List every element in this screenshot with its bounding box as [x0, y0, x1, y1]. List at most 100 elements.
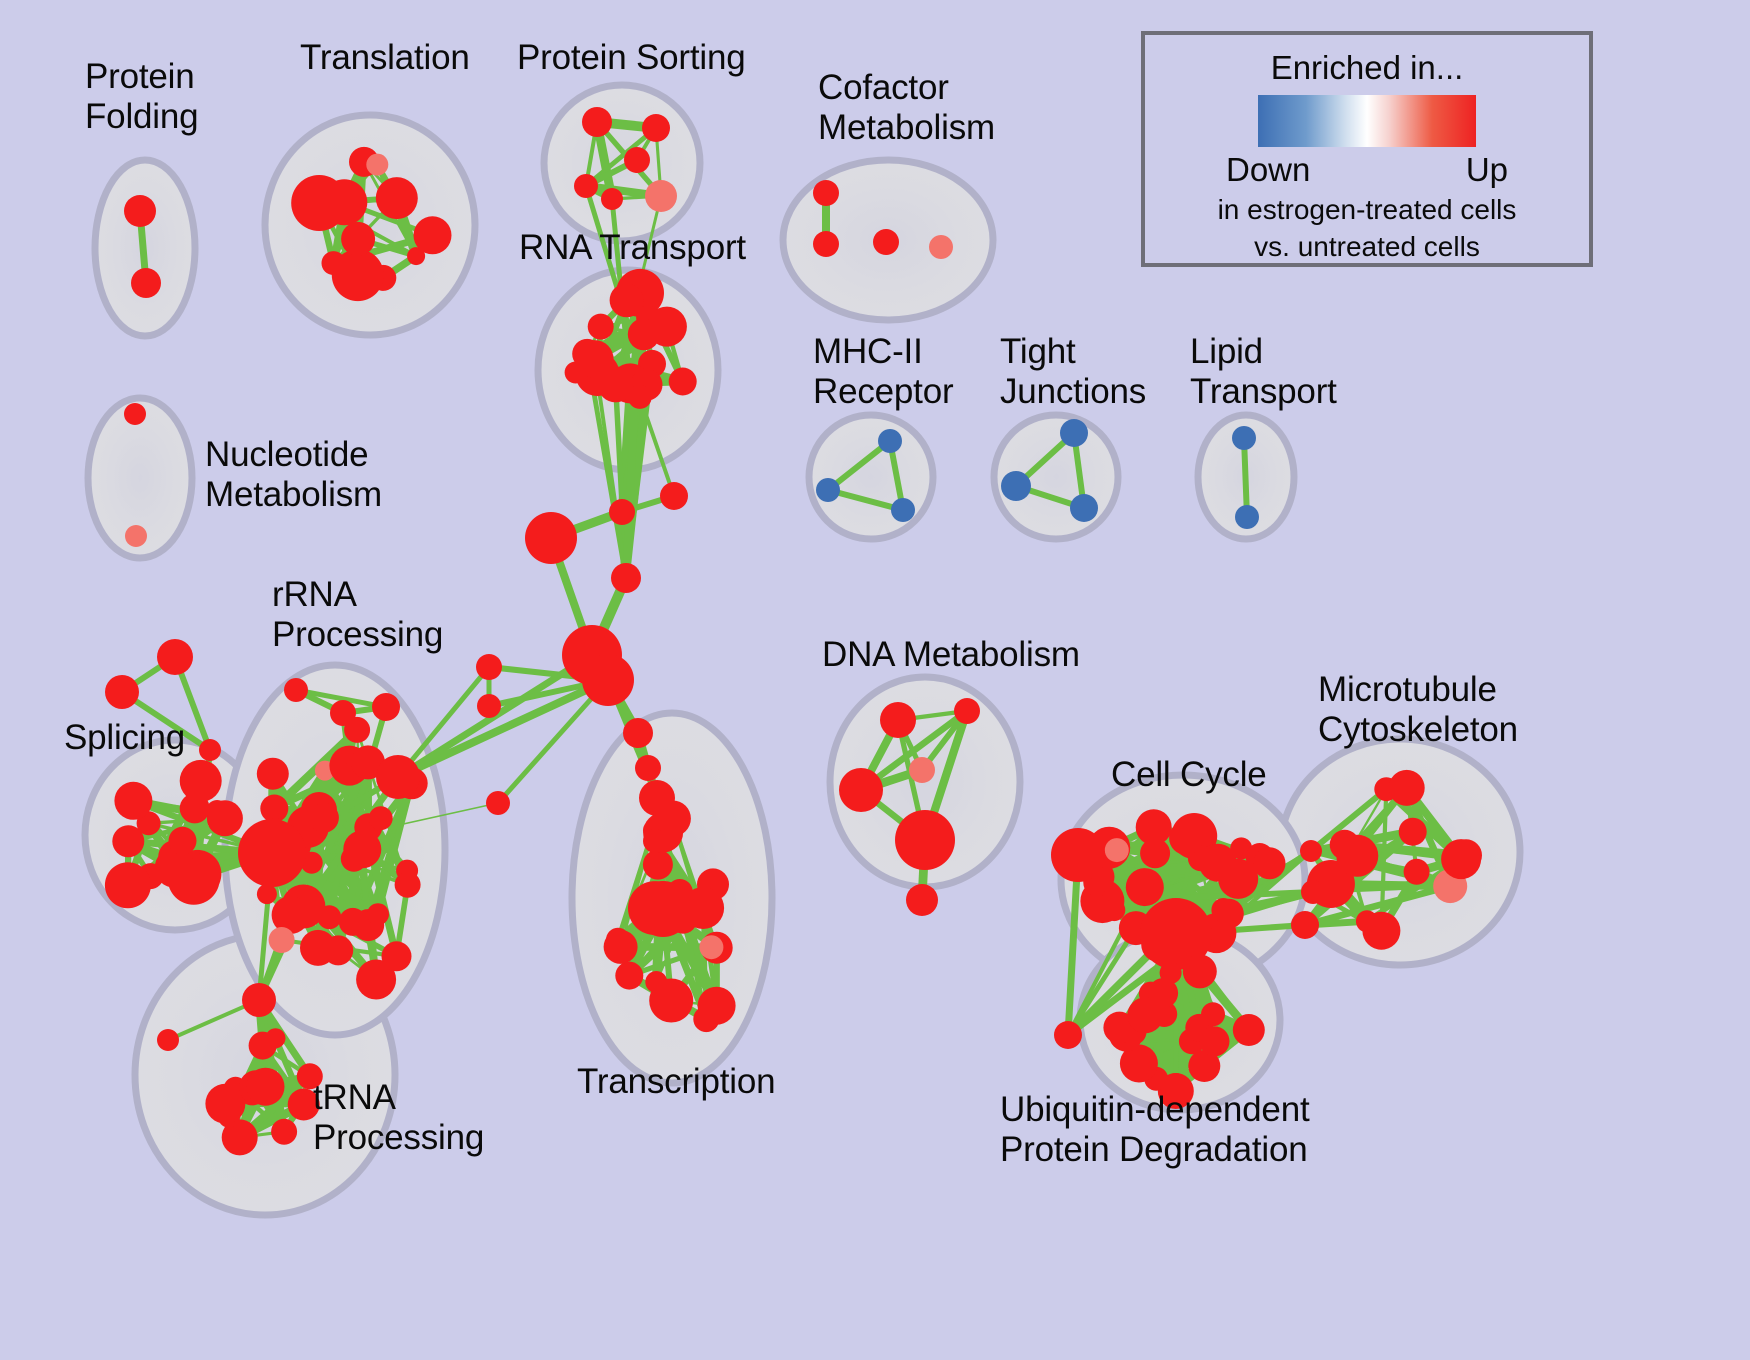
network-node[interactable] [929, 235, 953, 259]
network-node[interactable] [300, 851, 323, 874]
network-node[interactable] [206, 800, 243, 837]
network-node[interactable] [954, 698, 980, 724]
network-node[interactable] [624, 147, 650, 173]
network-node[interactable] [816, 478, 840, 502]
network-node[interactable] [179, 759, 222, 802]
network-node[interactable] [1355, 910, 1378, 933]
network-node[interactable] [112, 825, 145, 858]
network-node[interactable] [1199, 1026, 1230, 1057]
network-node[interactable] [813, 231, 839, 257]
network-node[interactable] [246, 1067, 285, 1106]
network-node[interactable] [639, 780, 675, 816]
network-node[interactable] [1235, 505, 1259, 529]
network-node[interactable] [895, 810, 955, 870]
network-node[interactable] [699, 935, 724, 960]
network-node[interactable] [1188, 1050, 1221, 1082]
network-node[interactable] [124, 195, 156, 227]
network-node[interactable] [623, 718, 653, 748]
network-node[interactable] [1169, 821, 1204, 855]
network-node[interactable] [291, 175, 348, 231]
network-node[interactable] [1160, 1073, 1191, 1103]
network-node[interactable] [582, 107, 612, 137]
network-node[interactable] [375, 177, 418, 220]
network-node[interactable] [643, 829, 667, 853]
network-node[interactable] [1140, 838, 1171, 869]
network-node[interactable] [1300, 840, 1322, 862]
network-node[interactable] [1104, 838, 1129, 863]
network-node[interactable] [1253, 847, 1286, 880]
network-node[interactable] [1125, 868, 1164, 907]
network-node[interactable] [635, 881, 691, 937]
network-node[interactable] [582, 654, 634, 706]
network-node[interactable] [265, 1028, 286, 1049]
network-node[interactable] [323, 935, 354, 966]
network-node[interactable] [376, 755, 420, 799]
network-node[interactable] [1182, 954, 1217, 989]
network-node[interactable] [168, 826, 197, 855]
network-node[interactable] [104, 862, 151, 909]
network-node[interactable] [1398, 817, 1427, 846]
network-node[interactable] [645, 180, 677, 212]
network-node[interactable] [1441, 839, 1482, 880]
network-node[interactable] [609, 283, 644, 318]
network-node[interactable] [263, 795, 288, 820]
network-node[interactable] [367, 903, 389, 926]
network-node[interactable] [1051, 828, 1105, 882]
network-node[interactable] [486, 791, 510, 815]
network-node[interactable] [635, 755, 661, 781]
network-node[interactable] [1151, 1001, 1178, 1027]
network-node[interactable] [271, 1118, 298, 1145]
network-node[interactable] [906, 884, 938, 916]
network-node[interactable] [157, 639, 193, 675]
network-node[interactable] [1103, 899, 1126, 922]
network-node[interactable] [124, 403, 146, 425]
network-node[interactable] [587, 313, 614, 340]
network-node[interactable] [199, 739, 221, 761]
network-node[interactable] [1291, 911, 1319, 939]
network-node[interactable] [1403, 858, 1430, 885]
network-node[interactable] [1148, 978, 1179, 1009]
network-node[interactable] [296, 1063, 323, 1090]
network-node[interactable] [1218, 858, 1259, 899]
network-node[interactable] [1201, 1002, 1225, 1027]
network-node[interactable] [1001, 471, 1031, 501]
network-node[interactable] [909, 757, 935, 783]
network-node[interactable] [1388, 769, 1425, 806]
network-node[interactable] [880, 702, 916, 738]
network-node[interactable] [114, 781, 153, 820]
network-node[interactable] [368, 806, 393, 831]
network-node[interactable] [157, 1029, 179, 1051]
network-node[interactable] [407, 247, 426, 266]
network-node[interactable] [878, 429, 902, 453]
network-node[interactable] [609, 499, 635, 525]
network-node[interactable] [813, 180, 839, 206]
network-node[interactable] [1054, 1021, 1082, 1049]
network-node[interactable] [413, 216, 452, 255]
network-node[interactable] [105, 675, 139, 709]
network-node[interactable] [615, 961, 644, 990]
network-node[interactable] [256, 757, 289, 790]
network-node[interactable] [1232, 1014, 1265, 1046]
network-node[interactable] [256, 884, 277, 905]
network-node[interactable] [338, 907, 367, 936]
network-node[interactable] [611, 563, 641, 593]
network-node[interactable] [1301, 880, 1325, 904]
network-node[interactable] [1070, 494, 1098, 522]
network-node[interactable] [1119, 1044, 1158, 1083]
network-node[interactable] [668, 367, 697, 396]
network-node[interactable] [1135, 809, 1172, 846]
network-node[interactable] [575, 340, 614, 379]
network-node[interactable] [627, 384, 652, 409]
network-node[interactable] [476, 654, 502, 680]
network-node[interactable] [366, 153, 389, 176]
network-node[interactable] [179, 793, 210, 824]
network-node[interactable] [356, 959, 397, 1000]
network-node[interactable] [287, 1088, 320, 1121]
network-node[interactable] [271, 896, 310, 934]
network-node[interactable] [642, 849, 673, 880]
network-node[interactable] [381, 941, 412, 972]
network-node[interactable] [125, 525, 147, 547]
network-node[interactable] [341, 221, 376, 256]
network-node[interactable] [1060, 419, 1088, 447]
network-node[interactable] [477, 694, 501, 718]
